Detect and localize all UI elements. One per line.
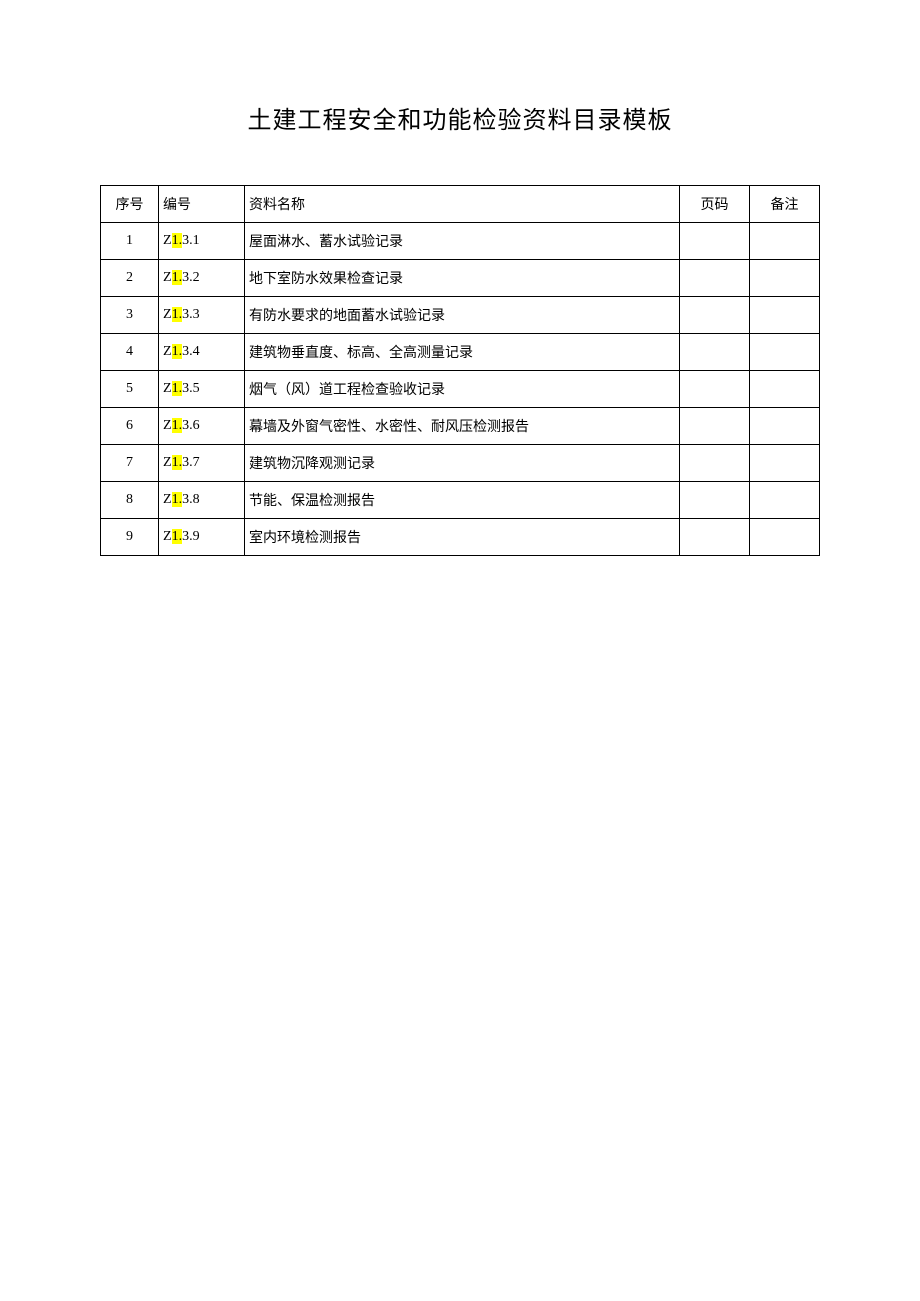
cell-name: 烟气（风）道工程检查验收记录 (245, 371, 680, 408)
cell-seq: 4 (101, 334, 159, 371)
cell-seq: 1 (101, 223, 159, 260)
cell-page (680, 260, 750, 297)
code-prefix: Z (163, 492, 172, 507)
code-suffix: 3.9 (182, 529, 200, 544)
code-highlight: 1. (172, 381, 183, 396)
code-highlight: 1. (172, 529, 183, 544)
code-suffix: 3.1 (182, 233, 200, 248)
cell-remark (750, 408, 820, 445)
cell-code: Z1.3.5 (159, 371, 245, 408)
cell-seq: 9 (101, 519, 159, 556)
cell-remark (750, 371, 820, 408)
cell-page (680, 445, 750, 482)
code-prefix: Z (163, 381, 172, 396)
code-prefix: Z (163, 455, 172, 470)
code-highlight: 1. (172, 233, 183, 248)
cell-name: 建筑物垂直度、标高、全高测量记录 (245, 334, 680, 371)
cell-name: 幕墙及外窗气密性、水密性、耐风压检测报告 (245, 408, 680, 445)
code-suffix: 3.6 (182, 418, 200, 433)
cell-seq: 5 (101, 371, 159, 408)
code-prefix: Z (163, 344, 172, 359)
table-row: 7Z1.3.7建筑物沉降观测记录 (101, 445, 820, 482)
code-suffix: 3.5 (182, 381, 200, 396)
cell-remark (750, 334, 820, 371)
cell-code: Z1.3.1 (159, 223, 245, 260)
code-highlight: 1. (172, 492, 183, 507)
code-suffix: 3.3 (182, 307, 200, 322)
cell-name: 建筑物沉降观测记录 (245, 445, 680, 482)
header-code: 编号 (159, 186, 245, 223)
cell-code: Z1.3.8 (159, 482, 245, 519)
code-prefix: Z (163, 270, 172, 285)
cell-name: 屋面淋水、蓄水试验记录 (245, 223, 680, 260)
cell-name: 地下室防水效果检查记录 (245, 260, 680, 297)
code-highlight: 1. (172, 270, 183, 285)
document-table: 序号 编号 资料名称 页码 备注 1Z1.3.1屋面淋水、蓄水试验记录2Z1.3… (100, 185, 820, 556)
table-body: 1Z1.3.1屋面淋水、蓄水试验记录2Z1.3.2地下室防水效果检查记录3Z1.… (101, 223, 820, 556)
cell-name: 有防水要求的地面蓄水试验记录 (245, 297, 680, 334)
cell-remark (750, 519, 820, 556)
cell-page (680, 297, 750, 334)
code-suffix: 3.4 (182, 344, 200, 359)
cell-code: Z1.3.3 (159, 297, 245, 334)
cell-remark (750, 482, 820, 519)
table-row: 4Z1.3.4建筑物垂直度、标高、全高测量记录 (101, 334, 820, 371)
header-seq: 序号 (101, 186, 159, 223)
code-prefix: Z (163, 233, 172, 248)
header-page: 页码 (680, 186, 750, 223)
table-row: 9Z1.3.9室内环境检测报告 (101, 519, 820, 556)
header-name: 资料名称 (245, 186, 680, 223)
cell-code: Z1.3.6 (159, 408, 245, 445)
cell-seq: 8 (101, 482, 159, 519)
cell-remark (750, 260, 820, 297)
code-highlight: 1. (172, 455, 183, 470)
table-row: 3Z1.3.3有防水要求的地面蓄水试验记录 (101, 297, 820, 334)
page-title: 土建工程安全和功能检验资料目录模板 (100, 100, 820, 135)
cell-page (680, 334, 750, 371)
header-remark: 备注 (750, 186, 820, 223)
cell-code: Z1.3.2 (159, 260, 245, 297)
code-suffix: 3.2 (182, 270, 200, 285)
code-highlight: 1. (172, 344, 183, 359)
cell-page (680, 519, 750, 556)
table-row: 2Z1.3.2地下室防水效果检查记录 (101, 260, 820, 297)
cell-seq: 2 (101, 260, 159, 297)
cell-remark (750, 445, 820, 482)
table-header-row: 序号 编号 资料名称 页码 备注 (101, 186, 820, 223)
cell-seq: 6 (101, 408, 159, 445)
cell-remark (750, 223, 820, 260)
table-row: 6Z1.3.6幕墙及外窗气密性、水密性、耐风压检测报告 (101, 408, 820, 445)
code-prefix: Z (163, 529, 172, 544)
table-row: 5Z1.3.5烟气（风）道工程检查验收记录 (101, 371, 820, 408)
cell-remark (750, 297, 820, 334)
cell-code: Z1.3.4 (159, 334, 245, 371)
cell-page (680, 371, 750, 408)
cell-seq: 7 (101, 445, 159, 482)
cell-page (680, 223, 750, 260)
cell-seq: 3 (101, 297, 159, 334)
code-highlight: 1. (172, 418, 183, 433)
cell-name: 节能、保温检测报告 (245, 482, 680, 519)
cell-code: Z1.3.7 (159, 445, 245, 482)
table-row: 1Z1.3.1屋面淋水、蓄水试验记录 (101, 223, 820, 260)
code-highlight: 1. (172, 307, 183, 322)
cell-code: Z1.3.9 (159, 519, 245, 556)
code-prefix: Z (163, 307, 172, 322)
cell-name: 室内环境检测报告 (245, 519, 680, 556)
cell-page (680, 408, 750, 445)
code-prefix: Z (163, 418, 172, 433)
code-suffix: 3.7 (182, 455, 200, 470)
table-row: 8Z1.3.8节能、保温检测报告 (101, 482, 820, 519)
code-suffix: 3.8 (182, 492, 200, 507)
cell-page (680, 482, 750, 519)
